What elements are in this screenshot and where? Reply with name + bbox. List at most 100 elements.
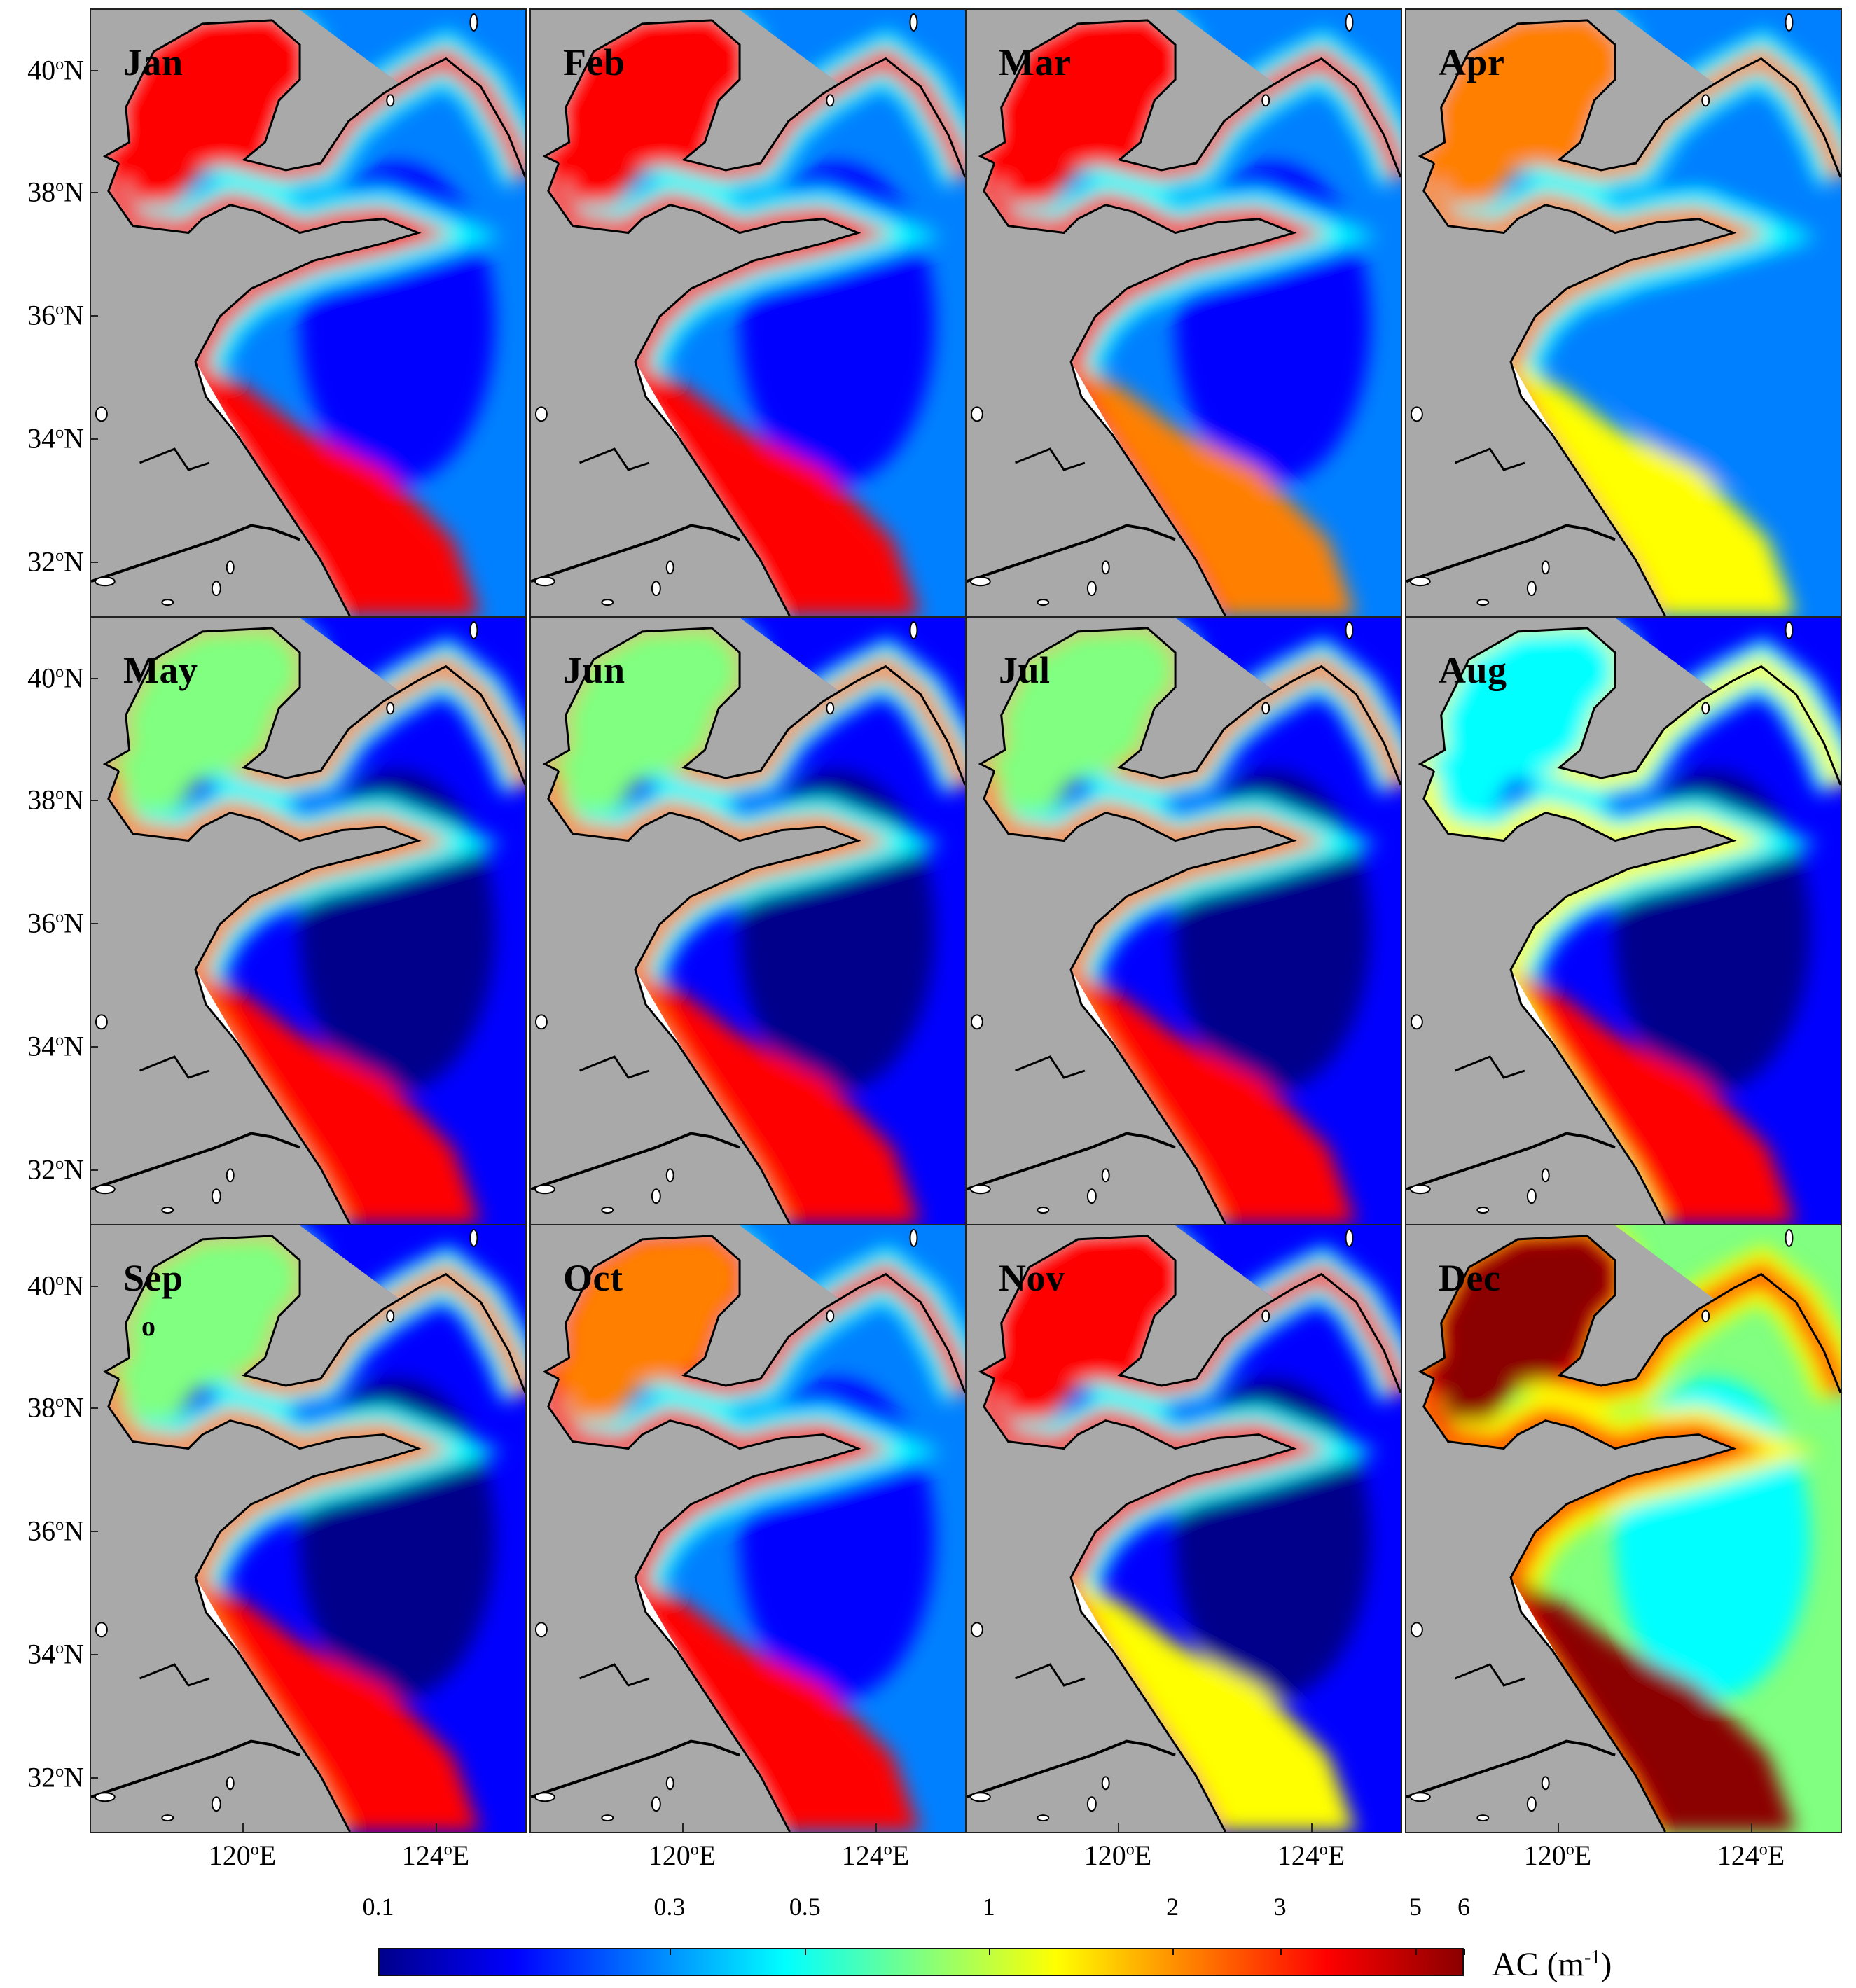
latitude-label: 32oN — [27, 1153, 84, 1186]
map-jun — [531, 618, 965, 1224]
longitude-label: 120oE — [1083, 1840, 1152, 1871]
map-feb — [531, 10, 965, 616]
colorbar-tick — [1415, 1949, 1417, 1955]
colorbar-title-exponent: -1 — [1584, 1947, 1601, 1968]
latitude-label: 36oN — [27, 907, 84, 939]
colorbar-tick — [669, 1949, 671, 1955]
map-oct — [531, 1225, 965, 1832]
longitude-tick — [682, 1823, 684, 1832]
colorbar-tick — [378, 1949, 380, 1955]
month-label: Jun — [563, 649, 625, 691]
latitude-tick — [90, 1169, 98, 1171]
colorbar-tick — [805, 1949, 807, 1955]
map-jan — [91, 10, 525, 616]
colorbar-title: AC (m-1) — [1492, 1945, 1612, 1984]
longitude-tick — [242, 1823, 244, 1832]
map-may — [91, 618, 525, 1224]
longitude-label: 124oE — [1277, 1840, 1345, 1871]
month-label: Sep — [123, 1257, 183, 1299]
colorbar-tick-label: 0.3 — [653, 1893, 686, 1921]
latitude-tick — [90, 800, 98, 801]
longitude-tick — [1558, 1823, 1559, 1832]
longitude-tick — [436, 1823, 437, 1832]
latitude-tick — [90, 192, 98, 193]
latitude-label: 36oN — [27, 299, 84, 331]
colorbar-tick-label: 0.1 — [362, 1893, 394, 1921]
latitude-label: 34oN — [27, 1030, 84, 1062]
stray-degree-mark: o — [141, 1310, 155, 1342]
longitude-tick — [1118, 1823, 1119, 1832]
map-panel-nov: Nov — [965, 1224, 1402, 1833]
longitude-label: 124oE — [1717, 1840, 1785, 1871]
latitude-label: 38oN — [27, 176, 84, 208]
month-label: Oct — [563, 1257, 623, 1299]
colorbar-tick-label: 2 — [1166, 1893, 1179, 1921]
latitude-label: 34oN — [27, 422, 84, 454]
map-nov — [967, 1225, 1401, 1832]
latitude-label: 34oN — [27, 1638, 84, 1670]
map-panel-aug: Aug — [1405, 616, 1842, 1225]
latitude-label: 36oN — [27, 1515, 84, 1547]
month-label: Jul — [999, 649, 1051, 691]
latitude-label: 38oN — [27, 784, 84, 816]
colorbar-tick — [1464, 1949, 1465, 1955]
map-aug — [1406, 618, 1841, 1224]
colorbar-tick — [988, 1949, 990, 1955]
month-label: Dec — [1439, 1257, 1501, 1299]
latitude-label: 40oN — [27, 662, 84, 694]
latitude-tick — [90, 70, 98, 71]
map-panel-apr: Apr — [1405, 8, 1842, 618]
map-panel-feb: Feb — [529, 8, 967, 618]
longitude-label: 120oE — [1523, 1840, 1592, 1871]
longitude-label: 124oE — [841, 1840, 910, 1871]
map-mar — [967, 10, 1401, 616]
month-label: Feb — [563, 41, 625, 83]
month-label: Aug — [1439, 649, 1507, 691]
longitude-label: 120oE — [208, 1840, 277, 1871]
latitude-tick — [90, 1286, 98, 1287]
month-label: Nov — [999, 1257, 1065, 1299]
latitude-tick — [90, 315, 98, 317]
colorbar — [378, 1948, 1464, 1976]
map-panel-mar: Mar — [965, 8, 1402, 618]
longitude-label: 120oE — [648, 1840, 716, 1871]
colorbar-tick-label: 0.5 — [789, 1893, 821, 1921]
map-panel-dec: Dec — [1405, 1224, 1842, 1833]
map-panel-sep: Sep — [90, 1224, 527, 1833]
month-label: Mar — [999, 41, 1072, 83]
colorbar-tick — [1280, 1949, 1282, 1955]
map-jul — [967, 618, 1401, 1224]
map-sep — [91, 1225, 525, 1832]
colorbar-title-close: ) — [1600, 1946, 1612, 1983]
colorbar-tick-label: 3 — [1273, 1893, 1287, 1921]
latitude-tick — [90, 923, 98, 924]
colorbar-title-text: AC (m — [1492, 1946, 1584, 1983]
longitude-tick — [1311, 1823, 1313, 1832]
map-panel-jun: Jun — [529, 616, 967, 1225]
colorbar-tick-label: 6 — [1457, 1893, 1470, 1921]
colorbar-tick-label: 5 — [1408, 1893, 1422, 1921]
month-label: Jan — [123, 41, 183, 83]
longitude-tick — [1751, 1823, 1752, 1832]
latitude-label: 40oN — [27, 1270, 84, 1302]
map-panel-jan: Jan — [90, 8, 527, 618]
latitude-tick — [90, 678, 98, 679]
month-label: May — [123, 649, 198, 691]
colorbar-tick-label: 1 — [982, 1893, 995, 1921]
latitude-tick — [90, 1654, 98, 1655]
latitude-tick — [90, 1531, 98, 1532]
map-dec — [1406, 1225, 1841, 1832]
latitude-tick — [90, 438, 98, 440]
map-apr — [1406, 10, 1841, 616]
latitude-tick — [90, 562, 98, 563]
month-label: Apr — [1439, 41, 1505, 83]
latitude-tick — [90, 1046, 98, 1048]
latitude-label: 38oN — [27, 1391, 84, 1424]
latitude-tick — [90, 1777, 98, 1779]
longitude-label: 124oE — [401, 1840, 470, 1871]
latitude-label: 32oN — [27, 1761, 84, 1793]
map-panel-oct: Oct — [529, 1224, 967, 1833]
longitude-tick — [875, 1823, 877, 1832]
map-panel-jul: Jul — [965, 616, 1402, 1225]
